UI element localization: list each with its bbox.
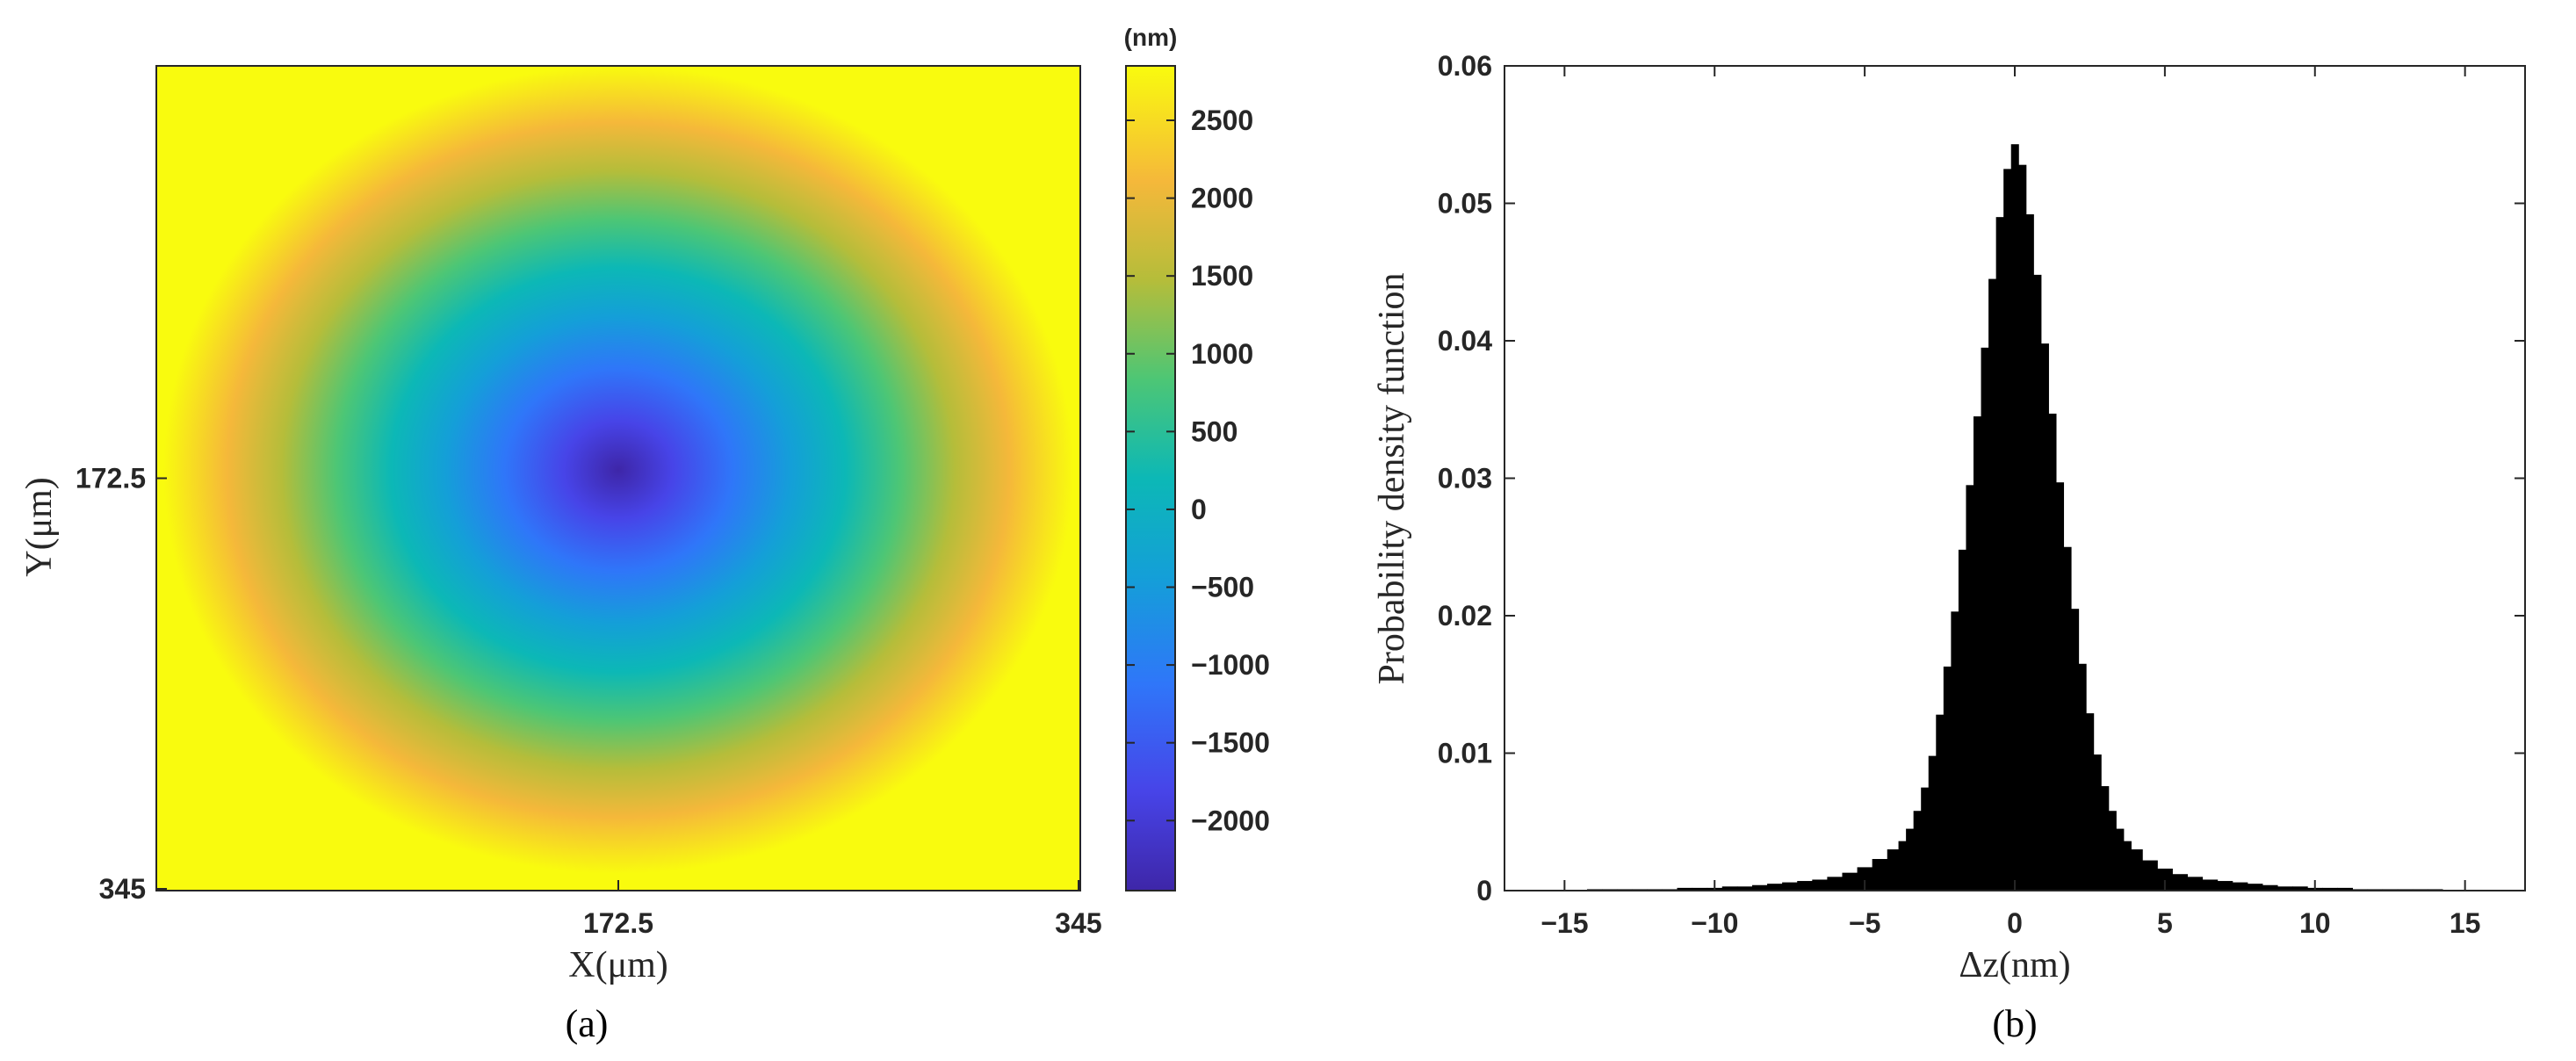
histogram-bar xyxy=(1887,849,1899,891)
histogram-x-tick-label: 5 xyxy=(2157,907,2173,939)
colorbar-gradient xyxy=(1126,66,1175,891)
histogram-bars xyxy=(1587,144,2443,891)
histogram-bar xyxy=(2188,877,2204,891)
histogram-y-tick-label: 0.01 xyxy=(1438,738,1492,769)
histogram-y-tick-label: 0.05 xyxy=(1438,188,1492,220)
histogram-bar xyxy=(1767,884,1783,891)
histogram-bar xyxy=(1996,217,2004,891)
histogram-y-tick-label: 0.03 xyxy=(1438,463,1492,494)
histogram-panel: −15 −10 −5 0 5 10 1500.010.020.030.040.050.06 … xyxy=(1372,50,2525,1045)
histogram-bar xyxy=(1827,877,1843,891)
colorbar-unit: (nm) xyxy=(1124,24,1178,51)
histogram-bar xyxy=(2011,144,2019,891)
histogram-bar xyxy=(2124,841,2132,891)
histogram-bar xyxy=(1797,881,1813,891)
heatmap-y-axis-title: Y(μm) xyxy=(19,477,60,577)
histogram-bar xyxy=(2056,482,2064,891)
histogram-x-tick-label: 10 xyxy=(2299,907,2331,939)
colorbar-tick-label: 2500 xyxy=(1191,105,1253,136)
histogram-bar xyxy=(2101,786,2109,891)
histogram-x-tick-label: −10 xyxy=(1691,907,1738,939)
colorbar-tick-label: −1000 xyxy=(1191,649,1270,681)
colorbar-tick-label: 2000 xyxy=(1191,183,1253,214)
histogram-x-tick-label: −5 xyxy=(1849,907,1880,939)
histogram-bar xyxy=(2218,881,2233,891)
colorbar-tick-label: 500 xyxy=(1191,415,1237,447)
histogram-bar xyxy=(2142,861,2158,891)
histogram-bar xyxy=(2233,883,2248,891)
histogram-bar xyxy=(2131,849,2142,891)
histogram-bar xyxy=(2116,829,2124,891)
histogram-bar xyxy=(2041,343,2049,891)
heatmap-x-tick-label: 172.5 xyxy=(583,907,653,939)
histogram-bar xyxy=(2064,547,2072,891)
histogram-y-tick-label: 0.06 xyxy=(1438,50,1492,82)
histogram-bar xyxy=(1959,550,1966,891)
histogram-bar xyxy=(2048,414,2056,891)
histogram-bar xyxy=(1921,788,1929,891)
heatmap-panel-label: (a) xyxy=(566,1002,609,1045)
histogram-bar xyxy=(1944,667,1952,891)
histogram-y-axis-title: Probability density function xyxy=(1372,273,1412,685)
histogram-bar xyxy=(1914,811,1922,891)
histogram-x-axis-title: Δz(nm) xyxy=(1959,945,2070,985)
histogram-panel-label: (b) xyxy=(1992,1002,2037,1045)
colorbar-tick-label: −2000 xyxy=(1191,805,1270,836)
histogram-bar xyxy=(1966,485,1973,891)
histogram-bar xyxy=(2248,884,2263,891)
heatmap-x-tick-label: 345 xyxy=(1055,907,1101,939)
histogram-bar xyxy=(2203,879,2219,891)
heatmap-y-tick-label: 172.5 xyxy=(76,463,146,494)
histogram-bar xyxy=(1936,715,1944,891)
colorbar: (nm) 2500 2000 1500 1000 500 0 −500 −1000 −1500 −… xyxy=(1124,24,1270,891)
histogram-bar xyxy=(1951,611,1959,891)
histogram-bar xyxy=(1812,879,1828,891)
histogram-y-tick-label: 0.02 xyxy=(1438,600,1492,632)
histogram-bar xyxy=(2003,169,2011,891)
histogram-bar xyxy=(1872,859,1888,891)
histogram-bar xyxy=(1981,348,1989,891)
histogram-y-tick-label: 0.04 xyxy=(1438,325,1492,357)
histogram-bar xyxy=(1899,841,1907,891)
colorbar-tick-label: 1500 xyxy=(1191,260,1253,292)
histogram-bar xyxy=(1782,883,1798,891)
histogram-bar xyxy=(2071,609,2079,891)
histogram-bar xyxy=(2086,713,2094,891)
colorbar-tick-label: −500 xyxy=(1191,572,1254,603)
histogram-bar xyxy=(2094,754,2102,891)
heatmap-x-axis-title: X(μm) xyxy=(568,945,668,985)
histogram-bar xyxy=(2079,664,2087,891)
histogram-x-tick-label: 0 xyxy=(2007,907,2023,939)
histogram-bar xyxy=(1842,873,1858,891)
histogram-y-tick-label: 0 xyxy=(1476,875,1492,906)
histogram-bar xyxy=(1973,416,1981,891)
histogram-bar xyxy=(1906,829,1914,891)
heatmap-y-tick-label: 345 xyxy=(99,873,146,905)
colorbar-tick-label: 1000 xyxy=(1191,338,1253,370)
heatmap-aperture xyxy=(163,66,1073,874)
histogram-x-tick-label: 15 xyxy=(2450,907,2481,939)
histogram-bar xyxy=(2172,874,2188,891)
histogram-bar xyxy=(2033,275,2041,891)
histogram-bar xyxy=(2018,165,2026,891)
colorbar-tick-label: 0 xyxy=(1191,494,1207,525)
histogram-bar xyxy=(1988,279,1996,891)
heatmap-panel: 172.5 345 172.5 345 X(μm) Y(μm) (a) xyxy=(19,66,1102,1045)
histogram-bar xyxy=(1929,756,1937,891)
histogram-x-tick-label: −15 xyxy=(1541,907,1588,939)
histogram-bar xyxy=(2109,811,2117,891)
colorbar-tick-label: −1500 xyxy=(1191,727,1270,759)
histogram-bar xyxy=(2026,214,2034,891)
